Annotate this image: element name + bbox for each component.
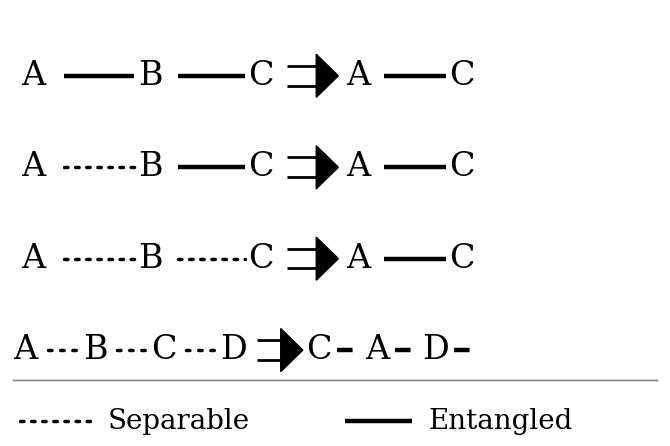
Text: A: A (346, 151, 371, 183)
Text: C: C (249, 243, 274, 275)
Text: C: C (151, 334, 177, 366)
Text: D: D (422, 334, 449, 366)
Polygon shape (281, 329, 303, 372)
Text: C: C (249, 60, 274, 92)
Polygon shape (316, 54, 338, 97)
Text: B: B (139, 151, 163, 183)
Text: A: A (365, 334, 389, 366)
Polygon shape (316, 146, 338, 189)
Polygon shape (316, 237, 338, 280)
Text: C: C (450, 243, 475, 275)
Text: A: A (346, 60, 371, 92)
Text: C: C (450, 60, 475, 92)
Text: B: B (83, 334, 107, 366)
Text: C: C (249, 151, 274, 183)
Text: C: C (450, 151, 475, 183)
Text: D: D (220, 334, 247, 366)
Text: B: B (139, 243, 163, 275)
Text: Entangled: Entangled (429, 408, 573, 435)
Text: A: A (21, 60, 46, 92)
Text: A: A (346, 243, 371, 275)
Text: A: A (13, 334, 38, 366)
Text: Separable: Separable (107, 408, 249, 435)
Text: C: C (306, 334, 332, 366)
Text: A: A (21, 151, 46, 183)
Text: A: A (21, 243, 46, 275)
Text: B: B (139, 60, 163, 92)
